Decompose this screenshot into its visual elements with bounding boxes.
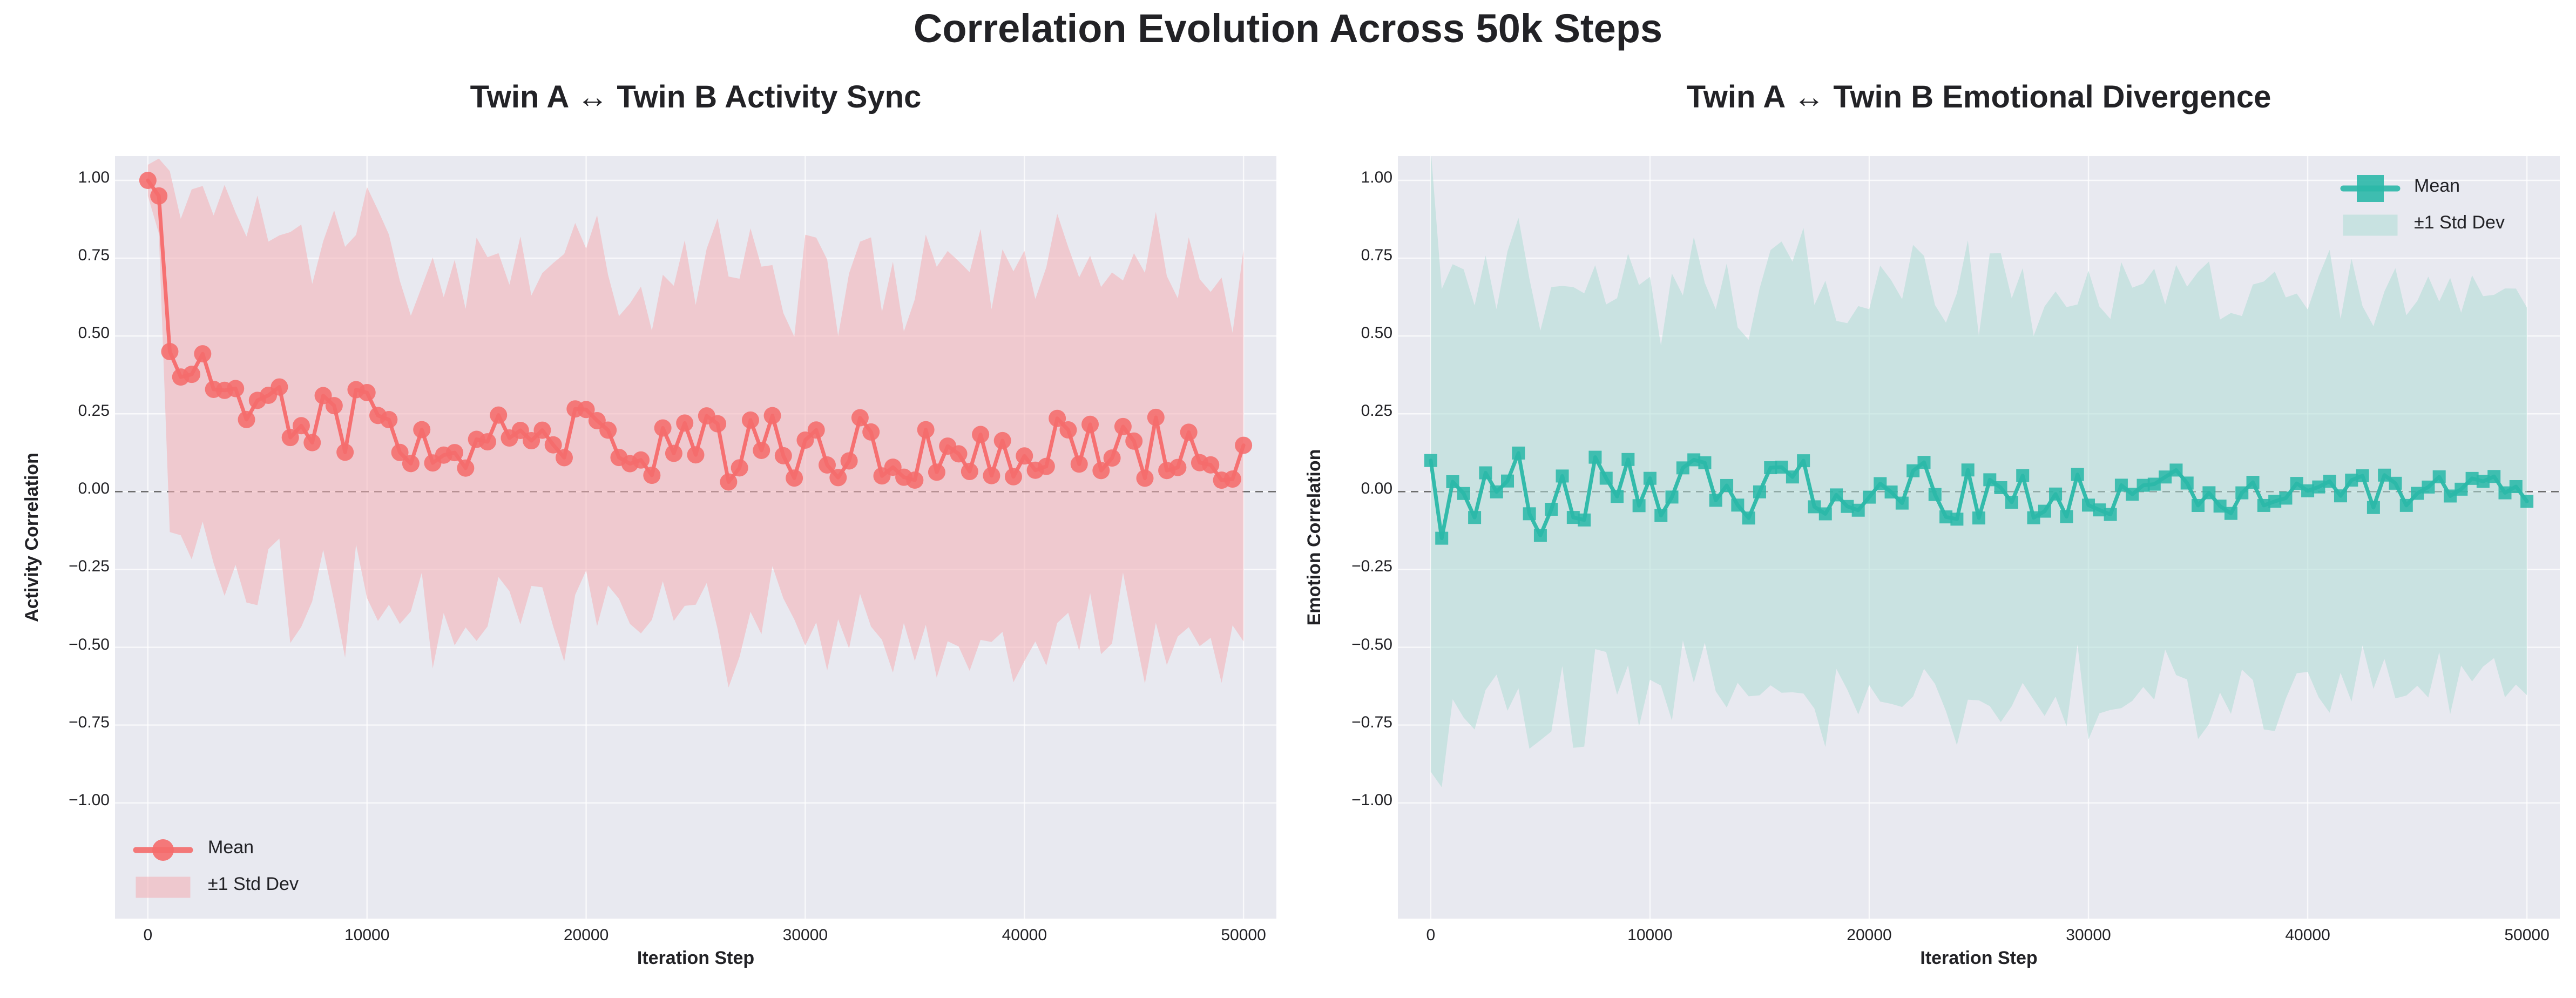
svg-text:Activity Correlation: Activity Correlation bbox=[22, 453, 42, 622]
svg-text:Emotion Correlation: Emotion Correlation bbox=[1304, 449, 1324, 626]
